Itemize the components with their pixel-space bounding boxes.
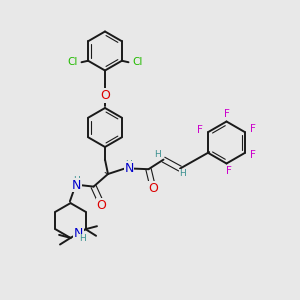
Text: O: O [148,182,158,195]
Text: F: F [197,124,203,135]
Text: F: F [224,109,230,119]
Text: O: O [97,199,106,212]
Text: H: H [179,169,186,178]
Text: Cl: Cl [67,57,78,67]
Text: H: H [126,160,132,169]
Text: F: F [250,124,256,134]
Text: H: H [74,176,80,185]
Text: H: H [154,150,161,159]
Text: N: N [124,162,134,175]
Text: Cl: Cl [132,57,143,67]
Text: N: N [74,227,83,240]
Text: N: N [72,178,82,192]
Text: F: F [226,166,232,176]
Text: F: F [250,150,256,161]
Text: H: H [80,235,86,244]
Text: O: O [100,89,110,102]
